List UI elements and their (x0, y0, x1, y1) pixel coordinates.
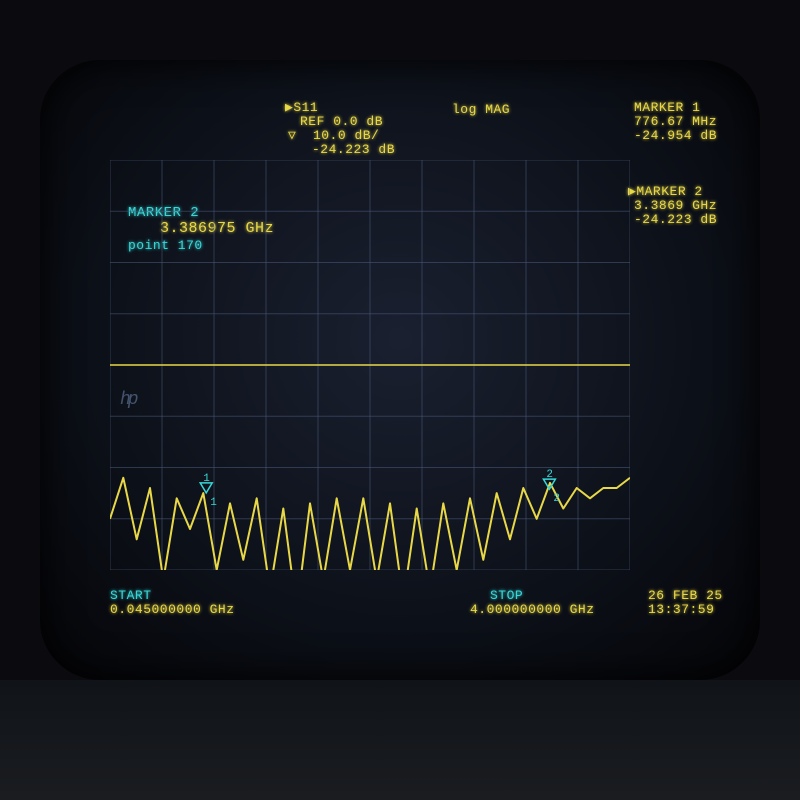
hp-logo: hp (120, 390, 136, 410)
marker1-freq: 776.67 MHz (634, 114, 717, 129)
instrument-body (0, 680, 800, 800)
svg-text:2: 2 (546, 469, 553, 481)
crt-screen: ▶S11 REF 0.0 dB ▽ 10.0 dB/ -24.223 dB lo… (70, 90, 730, 650)
start-label: START (110, 588, 152, 603)
s-param-label: ▶S11 (285, 100, 318, 115)
marker2-title: ▶MARKER 2 (628, 184, 703, 199)
plot-area: <21122 (110, 160, 630, 570)
stop-freq-label: 4.000000000 GHz (470, 602, 595, 617)
plot-svg: <21122 (110, 160, 630, 570)
crt-bezel: ▶S11 REF 0.0 dB ▽ 10.0 dB/ -24.223 dB lo… (40, 60, 760, 680)
marker1-value: -24.954 dB (634, 128, 717, 143)
trace-mode-label: log MAG (452, 102, 510, 117)
time-label: 13:37:59 (648, 602, 714, 617)
svg-text:1: 1 (203, 473, 210, 485)
start-freq-label: 0.045000000 GHz (110, 602, 235, 617)
ref-level-label: REF 0.0 dB (300, 114, 383, 129)
svg-text:1: 1 (210, 497, 217, 509)
stop-label: STOP (490, 588, 523, 603)
marker2-freq: 3.3869 GHz (634, 198, 717, 213)
svg-text:2: 2 (553, 493, 560, 505)
marker2-value: -24.223 dB (634, 212, 717, 227)
marker1-title: MARKER 1 (634, 100, 700, 115)
scale-label: ▽ 10.0 dB/ (288, 128, 379, 143)
header-marker-val: -24.223 dB (312, 142, 395, 157)
date-label: 26 FEB 25 (648, 588, 723, 603)
